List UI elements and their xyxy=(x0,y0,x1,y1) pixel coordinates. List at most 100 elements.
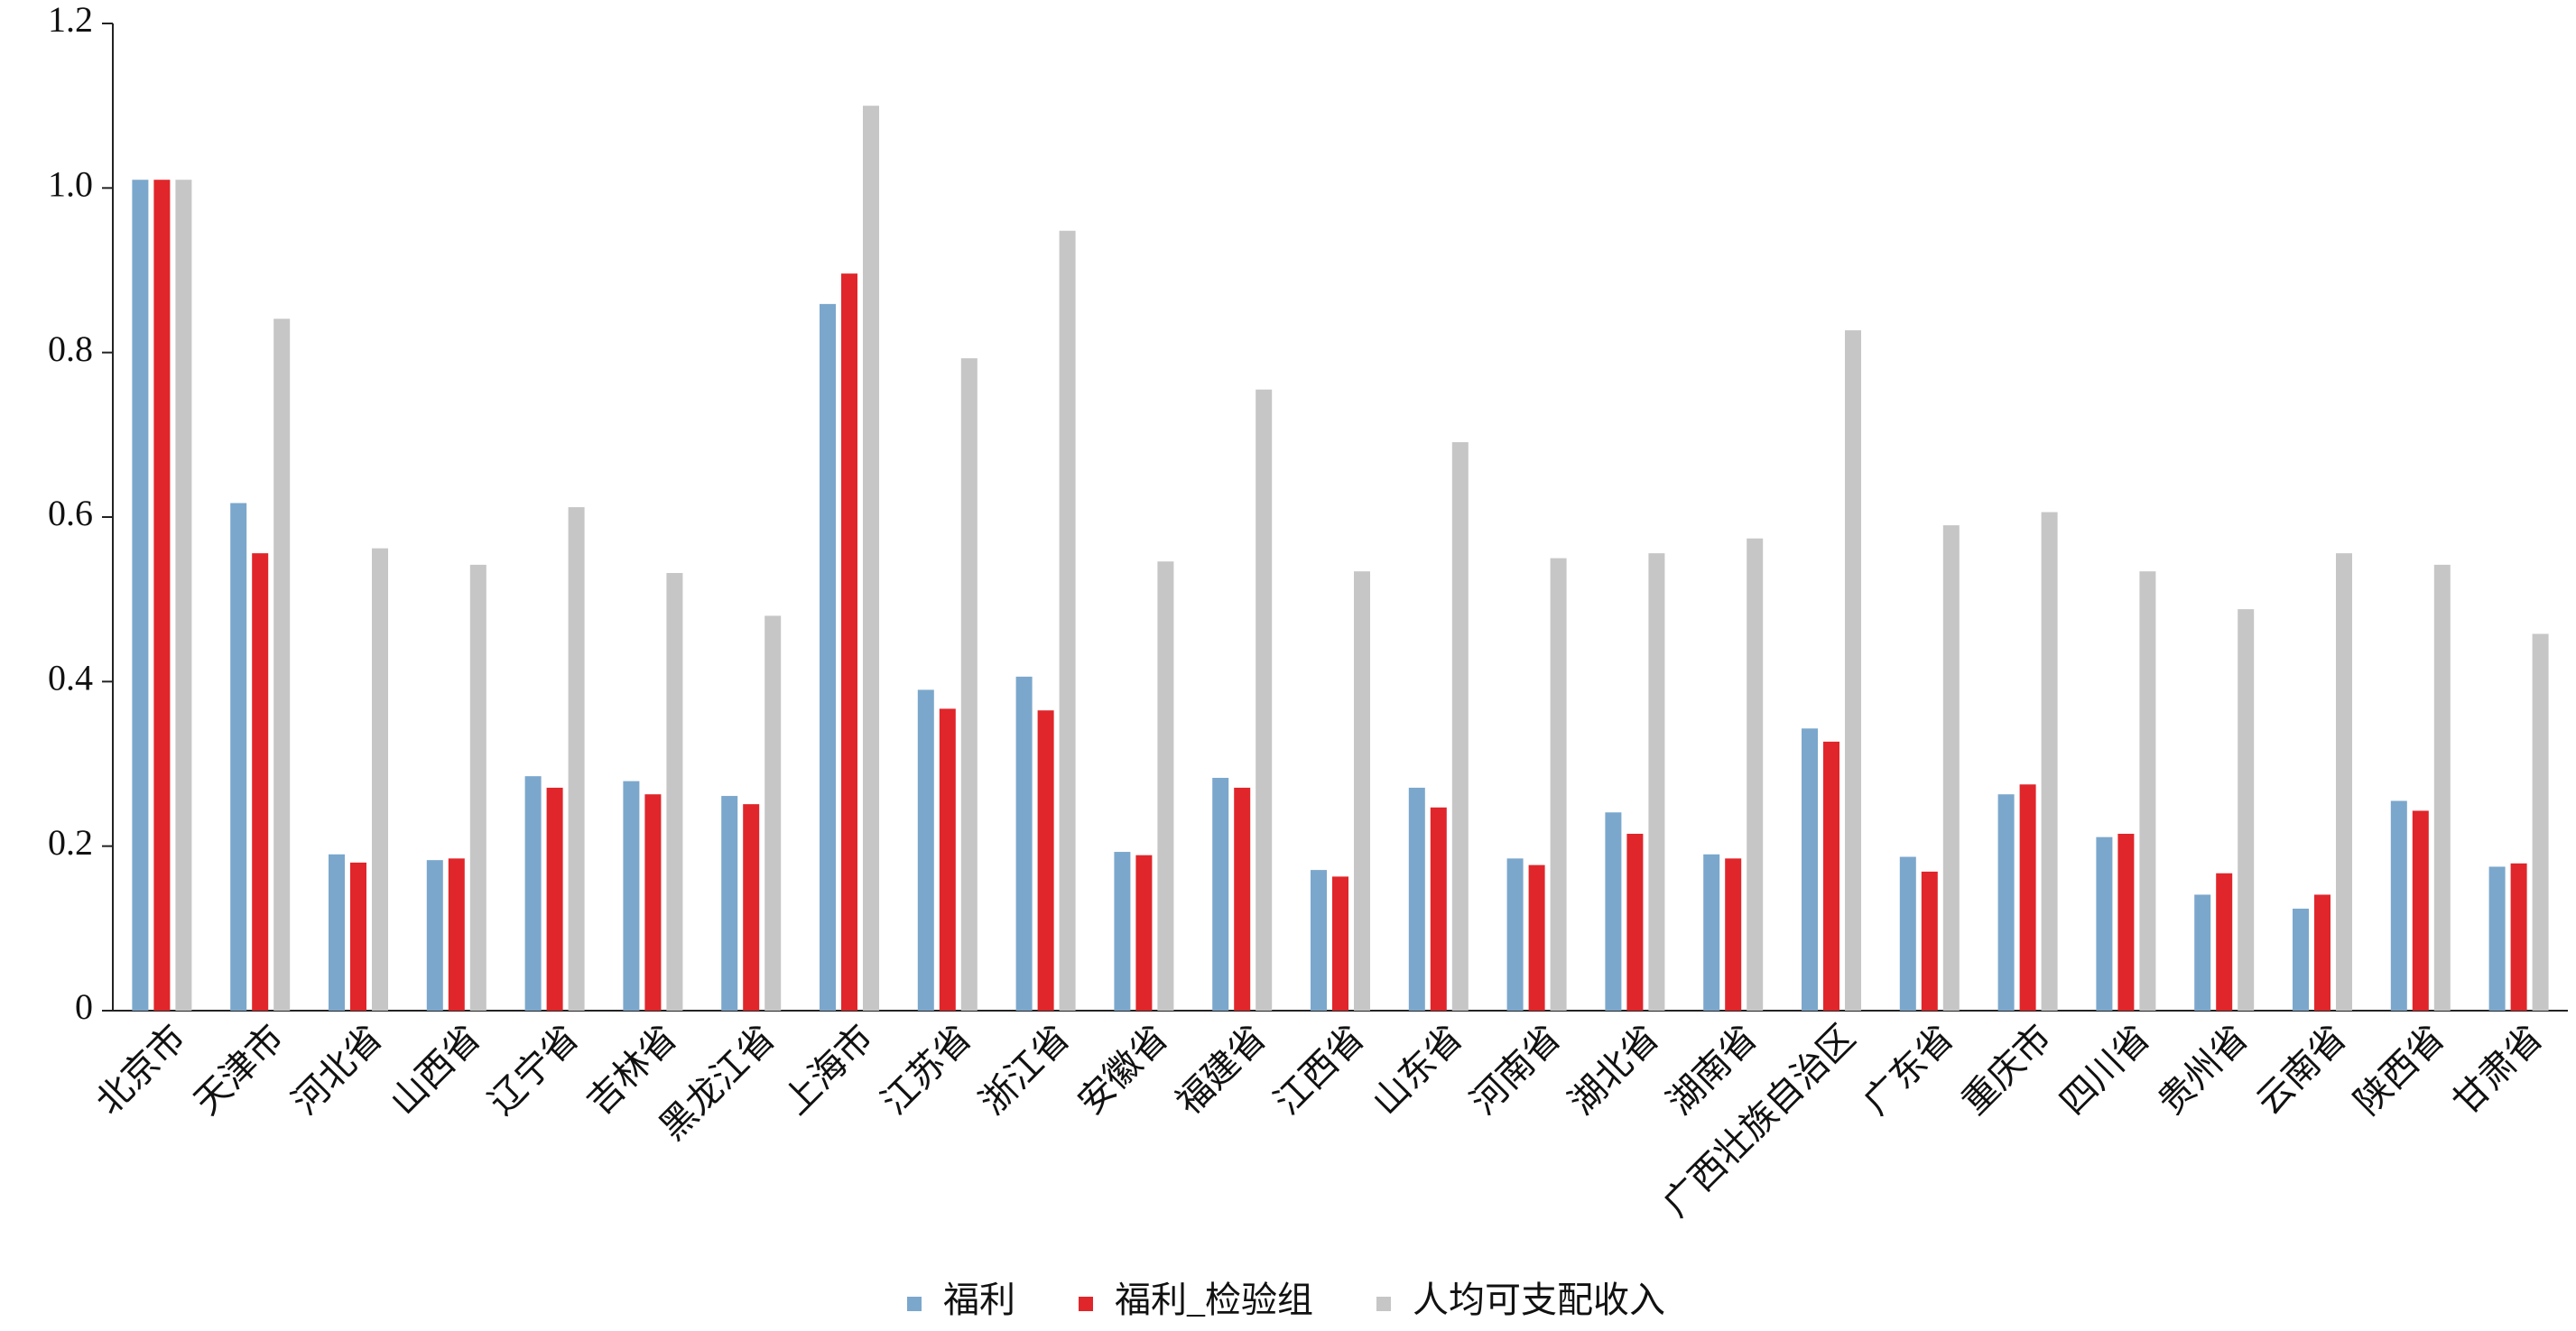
bar xyxy=(1234,787,1251,1011)
legend: 福利 福利_检验组 人均可支配收入 xyxy=(907,1280,1665,1320)
bar xyxy=(426,860,443,1011)
legend-label: 人均可支配收入 xyxy=(1413,1280,1665,1320)
bar xyxy=(2314,894,2330,1011)
bar xyxy=(2412,810,2429,1011)
bar xyxy=(230,503,247,1011)
bar xyxy=(2510,863,2527,1011)
bar xyxy=(2488,866,2506,1011)
y-tick-label: 0.8 xyxy=(48,328,93,369)
x-tick-label: 甘肃省 xyxy=(2445,1017,2551,1123)
x-tick-label: 山西省 xyxy=(383,1017,488,1123)
bar xyxy=(841,273,857,1011)
bar xyxy=(2019,784,2036,1011)
bar xyxy=(273,319,291,1011)
bar xyxy=(1451,442,1469,1011)
legend-label: 福利 xyxy=(943,1280,1015,1320)
bar xyxy=(939,708,956,1011)
x-tick-label: 福建省 xyxy=(1168,1017,1274,1123)
bar xyxy=(917,689,934,1011)
bar xyxy=(1157,561,1174,1011)
bar xyxy=(1037,710,1054,1011)
x-tick-label: 山东省 xyxy=(1365,1017,1470,1123)
y-tick-label: 0.2 xyxy=(48,822,93,863)
bar xyxy=(350,862,366,1011)
bar xyxy=(1114,852,1131,1011)
bar xyxy=(1212,777,1229,1011)
bar xyxy=(372,548,388,1011)
bar xyxy=(1430,807,1447,1011)
bar xyxy=(1311,870,1327,1011)
bar xyxy=(2336,553,2352,1011)
x-tick-label: 上海市 xyxy=(775,1017,881,1123)
bar xyxy=(1015,676,1033,1011)
bar xyxy=(2433,564,2451,1011)
bar xyxy=(820,303,836,1012)
bar xyxy=(153,180,171,1011)
x-tick-label: 辽宁省 xyxy=(481,1017,587,1123)
bar xyxy=(524,776,542,1011)
bar xyxy=(175,180,192,1011)
bar xyxy=(2293,908,2309,1011)
bar xyxy=(1997,794,2015,1011)
x-tick-label: 重庆市 xyxy=(1954,1017,2060,1123)
y-tick-label: 0 xyxy=(75,986,93,1027)
bar xyxy=(1605,812,1622,1011)
bar xyxy=(1823,741,1839,1011)
x-tick-label: 浙江省 xyxy=(972,1017,1078,1123)
bar xyxy=(1942,525,1960,1011)
bar xyxy=(469,564,486,1011)
bar xyxy=(1332,876,1348,1011)
bar xyxy=(1845,330,1861,1012)
legend-swatch xyxy=(1079,1297,1093,1311)
bar xyxy=(1506,858,1524,1011)
x-tick-label: 江苏省 xyxy=(874,1017,979,1123)
bar xyxy=(1528,864,1545,1011)
bar xyxy=(2041,512,2058,1011)
x-tick-label: 江西省 xyxy=(1266,1017,1372,1123)
x-tick-label: 安徽省 xyxy=(1070,1017,1176,1123)
y-tick-label: 1.0 xyxy=(48,164,93,205)
bar xyxy=(666,572,683,1011)
bar xyxy=(1802,728,1818,1011)
x-tick-label: 河北省 xyxy=(284,1017,390,1123)
bar xyxy=(1725,858,1742,1011)
legend-label: 福利_检验组 xyxy=(1115,1280,1313,1320)
y-tick-label: 0.6 xyxy=(48,493,93,533)
legend-swatch xyxy=(907,1297,922,1311)
bar xyxy=(644,794,662,1011)
x-tick-label: 云南省 xyxy=(2248,1017,2354,1123)
bar xyxy=(2532,633,2549,1011)
y-tick-label: 0.4 xyxy=(48,658,93,698)
bar xyxy=(1408,787,1425,1011)
bar xyxy=(960,358,978,1011)
bar xyxy=(568,507,585,1011)
bar xyxy=(2139,571,2156,1011)
y-tick-label: 1.2 xyxy=(48,0,93,40)
bar xyxy=(1135,855,1153,1011)
x-tick-label: 陕西省 xyxy=(2347,1017,2452,1123)
bar xyxy=(743,804,760,1011)
bar xyxy=(1256,389,1273,1012)
bar xyxy=(764,615,782,1011)
x-tick-label: 贵州省 xyxy=(2150,1017,2256,1123)
bar xyxy=(132,180,149,1011)
legend-swatch xyxy=(1376,1297,1391,1311)
bar xyxy=(1550,558,1567,1011)
bar xyxy=(863,106,879,1011)
x-tick-label: 广东省 xyxy=(1856,1017,1961,1123)
bar xyxy=(252,553,269,1011)
x-tick-label: 河南省 xyxy=(1463,1017,1569,1123)
bar xyxy=(1059,230,1076,1012)
x-tick-label: 天津市 xyxy=(186,1017,292,1123)
bar xyxy=(1747,538,1764,1011)
x-tick-label: 北京市 xyxy=(88,1017,194,1123)
bar xyxy=(2117,833,2135,1011)
bar xyxy=(2216,873,2233,1011)
bar xyxy=(2390,800,2407,1011)
bar xyxy=(1921,871,1938,1011)
bar xyxy=(721,796,738,1011)
bar xyxy=(1648,553,1665,1011)
x-tick-label: 四川省 xyxy=(2052,1017,2158,1123)
bar xyxy=(329,854,345,1011)
